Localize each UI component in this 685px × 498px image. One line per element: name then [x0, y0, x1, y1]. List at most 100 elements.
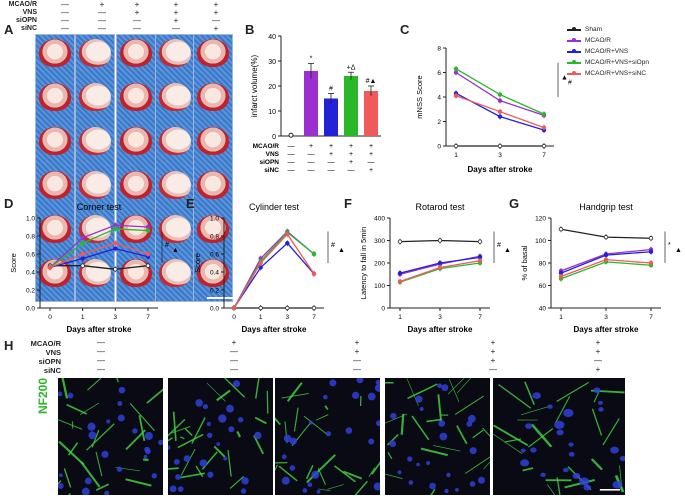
data-point	[145, 251, 151, 257]
series-line	[50, 265, 149, 270]
data-point	[437, 265, 443, 270]
data-point	[113, 267, 118, 272]
nucleus	[467, 414, 476, 423]
nucleus	[237, 417, 244, 423]
y-tick-label: 30	[268, 59, 276, 66]
nf200-fiber	[493, 433, 523, 455]
nf200-fiber	[275, 419, 282, 425]
x-tick-label: 0	[232, 314, 236, 321]
data-point	[80, 235, 85, 240]
nucleus	[67, 392, 74, 399]
h-condition-sign: —	[230, 365, 238, 374]
nf200-fiber	[191, 417, 206, 444]
data-point	[311, 271, 317, 276]
nf200-fiber	[556, 477, 561, 495]
nucleus	[562, 467, 569, 473]
handgrip-test-chart: 40 60 80 100 120 1 3 7 Handgrip test Days after s…	[520, 202, 682, 334]
y-axis-label: mNSS Score	[415, 75, 424, 118]
nucleus	[374, 383, 380, 392]
bar-annotation: #▲	[366, 78, 377, 85]
xsign: +	[369, 143, 373, 150]
h-condition-label: siOPN	[38, 357, 61, 366]
nf200-fiber	[556, 381, 590, 402]
nucleus	[81, 487, 90, 495]
h-condition-sign: —	[230, 347, 238, 356]
condition-sign: —	[212, 16, 220, 25]
nf200-fiber	[456, 378, 472, 394]
nucleus	[368, 438, 375, 445]
xsign: —	[308, 159, 315, 166]
legend-marker	[572, 71, 576, 75]
brain-slice	[79, 259, 111, 287]
nf200-fiber	[180, 448, 196, 476]
nucleus	[158, 439, 163, 446]
nucleus	[316, 489, 321, 494]
legend-swatch	[567, 60, 581, 64]
condition-sign: +	[173, 0, 179, 9]
y-tick-label: 0.6	[26, 252, 35, 259]
nucleus	[101, 450, 109, 458]
legend-item: MCAO/R	[565, 35, 683, 46]
nf200-fiber	[146, 388, 163, 404]
brain-slice	[79, 83, 111, 111]
xsign: +	[369, 167, 373, 174]
nf200-fiber	[433, 445, 461, 452]
sig-marker: *	[668, 242, 671, 249]
y-tick-label: 100	[535, 238, 546, 245]
xsign: —	[308, 167, 315, 174]
nf200-fiber	[216, 389, 231, 402]
condition-label-mcaor: MCAO/R	[8, 1, 37, 8]
panel-label-c: C	[400, 22, 410, 37]
nucleus	[439, 432, 448, 441]
x-tick-label: 7	[542, 152, 546, 159]
brain-slice	[120, 39, 152, 67]
xsign-label: siNC	[264, 167, 279, 174]
nucleus	[216, 442, 221, 446]
y-tick-label: 0.0	[26, 306, 35, 313]
brain-slice	[79, 171, 111, 199]
nucleus	[117, 414, 125, 422]
h-condition-sign: +	[595, 338, 601, 347]
nf200-fiber	[400, 413, 405, 435]
h-condition-sign: —	[353, 365, 361, 374]
nf200-fiber	[125, 478, 152, 487]
y-tick-label: 200	[374, 261, 385, 268]
legend-swatch	[567, 49, 581, 53]
legend-label: MCAO/R+VNS+siOpn	[585, 59, 649, 66]
nf200-fiber	[303, 415, 328, 436]
bar	[304, 71, 318, 136]
nf200-fiber	[437, 394, 443, 423]
x-tick-label: 7	[478, 314, 482, 321]
nf200-fiber	[306, 454, 336, 484]
nucleus	[175, 474, 181, 480]
bar-annotation: *	[310, 56, 313, 63]
nucleus	[520, 448, 526, 453]
y-axis-label: Score	[193, 253, 202, 273]
nf200-fiber	[168, 467, 179, 470]
nf200-fiber	[305, 464, 314, 480]
nucleus	[356, 378, 364, 384]
legend-item: Sham	[565, 24, 683, 35]
nucleus	[281, 454, 287, 460]
sig-marker: ▲	[172, 247, 179, 254]
sig-marker: #	[331, 242, 335, 249]
xsign: +	[349, 159, 353, 166]
h-condition-sign: —	[97, 365, 105, 374]
nucleus	[206, 421, 211, 427]
scale-bar-h	[599, 489, 620, 491]
nf200-fiber	[483, 461, 490, 470]
nf200-micrograph	[168, 378, 273, 495]
nf200-fiber	[520, 405, 552, 416]
nf200-fiber	[448, 379, 460, 402]
nf200-fiber	[590, 458, 604, 471]
nucleus	[118, 386, 126, 394]
legend-label: MCAO/R+VNS	[585, 48, 629, 55]
x-tick-label: 1	[398, 314, 402, 321]
nucleus	[367, 392, 376, 401]
xsign-label: MCAO/R	[253, 143, 280, 150]
data-point	[648, 260, 654, 266]
legend-label: MCAO/R	[585, 37, 611, 44]
condition-sign: —	[133, 16, 141, 25]
nucleus	[520, 459, 530, 467]
x-axis-label: Days after stroke	[67, 325, 132, 334]
